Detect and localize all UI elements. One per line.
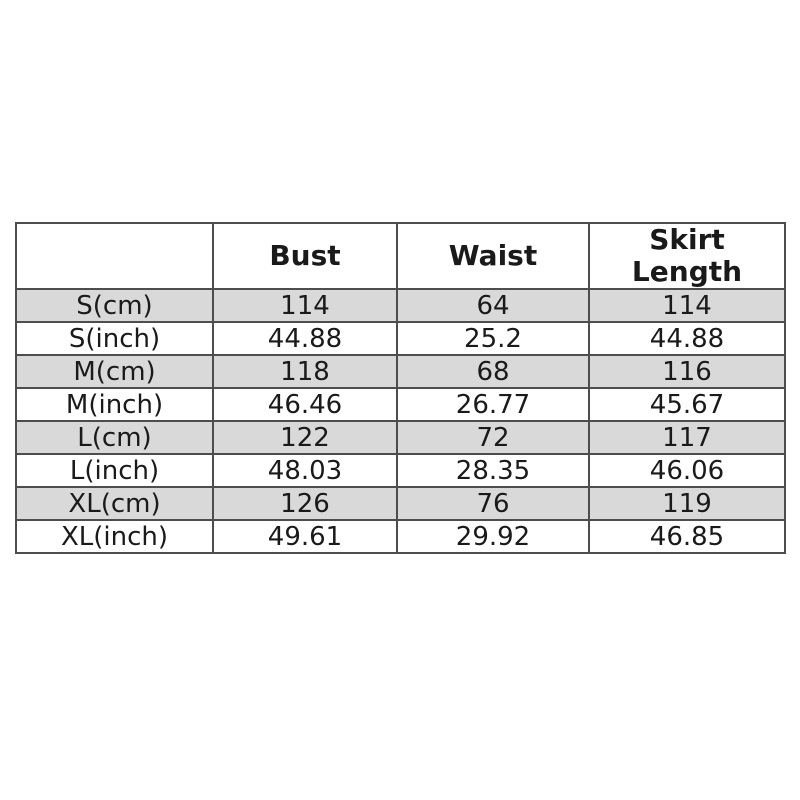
- cell-skirt-length: 119: [588, 486, 786, 522]
- table-row-l-inch: L(inch) 48.03 28.35 46.06: [15, 453, 786, 489]
- table-row-s-cm: S(cm) 114 64 114: [15, 288, 786, 324]
- cell-bust: 114: [212, 288, 398, 324]
- cell-waist: 76: [396, 486, 590, 522]
- cell-bust: 44.88: [212, 321, 398, 357]
- row-label: XL(inch): [15, 519, 214, 555]
- cell-skirt-length: 45.67: [588, 387, 786, 423]
- cell-waist: 25.2: [396, 321, 590, 357]
- header-skirt-length-label: Skirt Length: [631, 223, 743, 289]
- cell-bust: 118: [212, 354, 398, 390]
- cell-skirt-length: 116: [588, 354, 786, 390]
- header-cell-empty: [15, 221, 214, 291]
- cell-skirt-length: 117: [588, 420, 786, 456]
- cell-waist: 72: [396, 420, 590, 456]
- cell-skirt-length: 44.88: [588, 321, 786, 357]
- cell-bust: 126: [212, 486, 398, 522]
- table-row-m-cm: M(cm) 118 68 116: [15, 354, 786, 390]
- row-label: XL(cm): [15, 486, 214, 522]
- table-header-row: Bust Waist Skirt Length: [15, 221, 786, 291]
- table-row-s-inch: S(inch) 44.88 25.2 44.88: [15, 321, 786, 357]
- cell-skirt-length: 114: [588, 288, 786, 324]
- cell-bust: 49.61: [212, 519, 398, 555]
- table-row-m-inch: M(inch) 46.46 26.77 45.67: [15, 387, 786, 423]
- table-row-l-cm: L(cm) 122 72 117: [15, 420, 786, 456]
- header-cell-bust: Bust: [212, 221, 398, 291]
- table-row-xl-cm: XL(cm) 126 76 119: [15, 486, 786, 522]
- table-row-xl-inch: XL(inch) 49.61 29.92 46.85: [15, 519, 786, 555]
- row-label: S(cm): [15, 288, 214, 324]
- row-label: M(inch): [15, 387, 214, 423]
- cell-bust: 48.03: [212, 453, 398, 489]
- cell-waist: 26.77: [396, 387, 590, 423]
- cell-waist: 64: [396, 288, 590, 324]
- cell-skirt-length: 46.85: [588, 519, 786, 555]
- cell-skirt-length: 46.06: [588, 453, 786, 489]
- cell-bust: 122: [212, 420, 398, 456]
- cell-waist: 68: [396, 354, 590, 390]
- cell-bust: 46.46: [212, 387, 398, 423]
- row-label: L(inch): [15, 453, 214, 489]
- size-chart-table: Bust Waist Skirt Length S(cm) 114 64 114…: [15, 221, 786, 555]
- row-label: M(cm): [15, 354, 214, 390]
- cell-waist: 29.92: [396, 519, 590, 555]
- row-label: S(inch): [15, 321, 214, 357]
- header-cell-skirt-length: Skirt Length: [588, 221, 786, 291]
- header-cell-waist: Waist: [396, 221, 590, 291]
- row-label: L(cm): [15, 420, 214, 456]
- cell-waist: 28.35: [396, 453, 590, 489]
